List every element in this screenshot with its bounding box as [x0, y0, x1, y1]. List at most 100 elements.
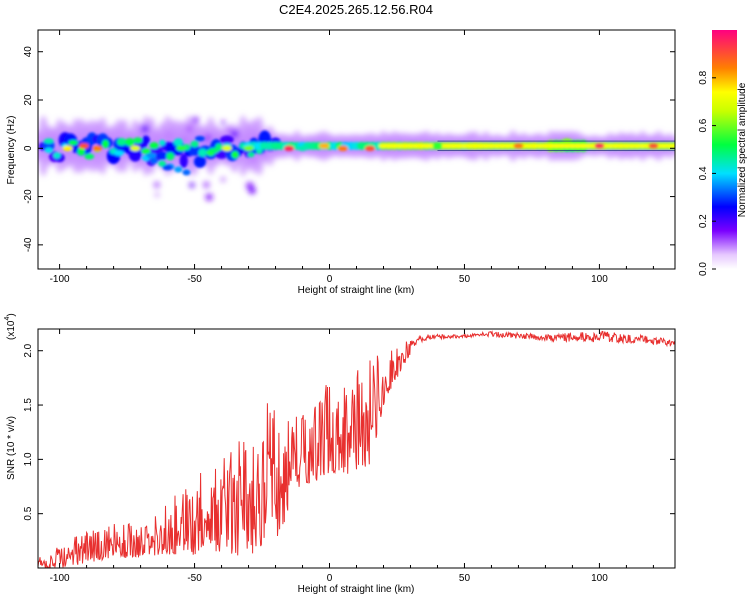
colorbar-label: Normalized spectral amplitude — [737, 82, 748, 217]
snr-ticks: -100 -50 0 50 100 0.5 1.0 1.5 2.0 — [23, 329, 675, 584]
spectral-speck — [220, 177, 226, 182]
spectral-speck — [248, 187, 256, 195]
spectral-peak — [162, 164, 173, 171]
spectrogram-xlabel: Height of straight line (km) — [298, 285, 415, 296]
spectral-blob-mid — [166, 152, 175, 161]
spectral-speck — [231, 165, 238, 172]
spectral-blob — [188, 145, 201, 156]
x-tick-label: -50 — [187, 573, 202, 584]
colorbar-ticks: 0.0 0.2 0.4 0.6 0.8 — [698, 70, 716, 276]
snr-xlabel: Height of straight line (km) — [298, 584, 415, 595]
spectral-peak — [319, 143, 330, 149]
spectral-blob-mid — [149, 142, 159, 150]
spectral-blob-mid — [247, 152, 255, 158]
x-tick-label: 0 — [327, 573, 333, 584]
spectral-speck — [182, 137, 187, 142]
spectral-speck — [202, 181, 210, 189]
snr-series — [38, 330, 675, 568]
spectral-peak — [62, 145, 73, 152]
svg-text:(x104): (x104) — [4, 313, 17, 340]
spectrogram-heatmap — [38, 115, 675, 201]
spectral-blob — [215, 149, 228, 160]
spectral-core — [670, 143, 675, 149]
x-tick-label: 100 — [591, 573, 608, 584]
spectral-blob-low — [150, 157, 159, 164]
x-tick-label: 100 — [591, 274, 608, 285]
spectral-blob — [220, 135, 234, 144]
spectral-peak — [221, 145, 232, 152]
spectral-blob-low — [158, 160, 167, 167]
spectral-speck — [226, 126, 232, 132]
x-tick-label: 0 — [327, 274, 333, 285]
spectral-blob — [179, 153, 188, 168]
spectral-blob-mid — [68, 140, 78, 146]
spectral-blob-mid — [190, 140, 199, 148]
snr-panel: -100 -50 0 50 100 0.5 1.0 1.5 2.0 Height of stra… — [4, 313, 676, 595]
spectral-speck — [205, 193, 213, 201]
spectral-blob-mid — [53, 152, 61, 159]
spectral-peak — [284, 145, 295, 152]
spectral-peak — [113, 150, 124, 156]
spectral-speck — [164, 131, 173, 140]
spectral-peak — [594, 143, 605, 149]
y-tick-label: -40 — [23, 237, 34, 252]
spectral-speck — [153, 181, 161, 189]
spectral-peak — [364, 145, 375, 152]
snr-exponent-base: (x10 — [6, 320, 17, 340]
spectral-peak — [130, 145, 141, 152]
spectrogram-ticks: -100 -50 0 50 100 -40 -20 0 20 40 — [23, 30, 675, 285]
y-tick-label: 40 — [23, 46, 34, 58]
spectral-blob-mid — [44, 147, 53, 153]
spectral-speck — [204, 134, 213, 142]
spectral-speck — [154, 192, 160, 198]
y-tick-label: 1.5 — [23, 398, 34, 412]
x-tick-label: -100 — [50, 573, 70, 584]
spectral-blob-mid — [77, 147, 85, 156]
spectral-speck — [189, 182, 195, 188]
spectral-blob-low — [174, 166, 183, 173]
spectral-blob — [156, 151, 169, 160]
spectral-blob-mid — [141, 148, 151, 155]
x-tick-label: 50 — [459, 274, 471, 285]
snr-exponent: (x104) — [4, 313, 17, 340]
x-tick-label: 50 — [459, 573, 471, 584]
figure-title: C2E4.2025.265.12.56.R04 — [279, 2, 433, 17]
spectral-blob-mid — [116, 137, 127, 146]
spectral-speck — [193, 116, 199, 123]
spectral-peak — [338, 145, 349, 152]
snr-exponent-power: 4 — [4, 317, 11, 321]
spectral-blob-mid — [198, 148, 208, 157]
spectrogram-cells — [38, 130, 675, 176]
spectral-peak — [146, 152, 157, 159]
spectrogram-ylabel: Frequency (Hz) — [6, 116, 17, 185]
colorbar-tick-label: 0.4 — [698, 166, 709, 180]
colorbar: 0.0 0.2 0.4 0.6 0.8 Normalized spectral ampl… — [698, 30, 748, 276]
spectral-peak — [513, 143, 524, 149]
spectral-blob — [141, 135, 150, 145]
spectral-blob-mid — [84, 153, 95, 160]
spectral-blob-low — [182, 169, 191, 176]
spectral-peak — [243, 145, 254, 152]
spectral-speck — [221, 120, 226, 125]
spectral-peak — [297, 145, 308, 152]
colorbar-tick-label: 0.0 — [698, 262, 709, 276]
spectral-peak — [432, 143, 443, 149]
spectral-peak — [78, 143, 89, 149]
spectral-blob-mid — [173, 138, 184, 147]
spectral-peak — [194, 135, 205, 142]
spectral-peak — [176, 145, 187, 152]
y-tick-label: 0.5 — [23, 506, 34, 520]
colorbar-tick-label: 0.2 — [698, 214, 709, 228]
spectral-blob-mid — [101, 139, 109, 149]
y-tick-label: 2.0 — [23, 343, 34, 357]
snr-exponent-close: ) — [6, 313, 17, 316]
spectral-peak — [648, 143, 659, 149]
y-tick-label: 20 — [23, 94, 34, 106]
spectral-blob-mid — [159, 139, 166, 146]
y-tick-label: 0 — [23, 145, 34, 151]
spectral-speck — [186, 125, 193, 132]
spectral-speck — [141, 125, 149, 133]
spectral-blob — [193, 155, 207, 168]
spectral-blob-mid — [133, 137, 143, 144]
spectral-peak — [92, 145, 103, 152]
